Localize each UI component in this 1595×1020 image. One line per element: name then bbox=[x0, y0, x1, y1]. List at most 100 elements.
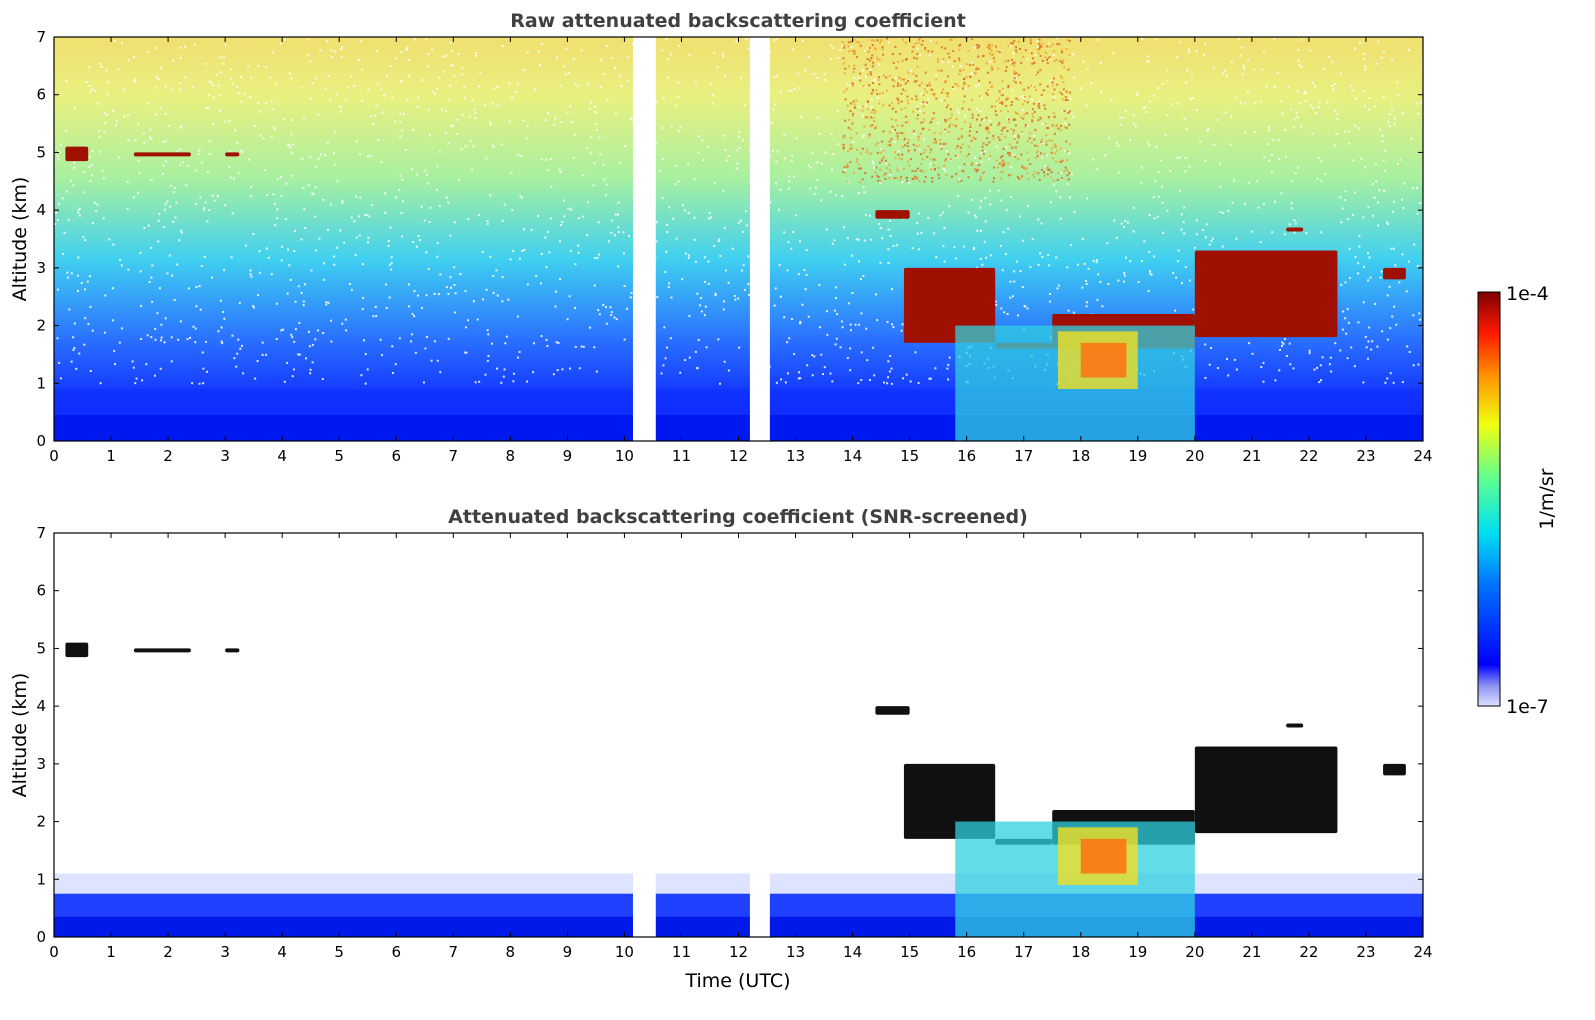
noise-speckle-warm bbox=[900, 92, 903, 95]
noise-speckle bbox=[666, 76, 669, 79]
noise-speckle bbox=[1297, 166, 1300, 169]
noise-speckle bbox=[945, 150, 948, 153]
noise-speckle bbox=[864, 75, 867, 78]
noise-speckle bbox=[1383, 149, 1386, 152]
noise-speckle bbox=[201, 351, 204, 354]
noise-speckle bbox=[613, 234, 616, 237]
noise-speckle bbox=[1195, 50, 1198, 53]
noise-speckle-warm bbox=[985, 62, 988, 65]
noise-speckle bbox=[1362, 89, 1365, 92]
noise-speckle bbox=[737, 221, 740, 224]
noise-speckle bbox=[655, 100, 658, 103]
noise-speckle bbox=[429, 134, 432, 137]
noise-speckle-warm bbox=[899, 178, 902, 181]
noise-speckle bbox=[1371, 183, 1374, 186]
noise-speckle-warm bbox=[922, 127, 925, 130]
noise-speckle bbox=[548, 251, 551, 254]
noise-speckle bbox=[322, 332, 325, 335]
noise-speckle bbox=[1288, 223, 1291, 226]
noise-speckle-warm bbox=[947, 92, 950, 95]
noise-speckle bbox=[602, 163, 605, 166]
noise-speckle bbox=[156, 312, 159, 315]
noise-speckle bbox=[384, 192, 387, 195]
noise-speckle bbox=[1368, 97, 1371, 100]
noise-speckle-warm bbox=[891, 78, 894, 81]
noise-speckle-warm bbox=[879, 180, 882, 183]
noise-speckle-warm bbox=[873, 39, 876, 42]
noise-speckle bbox=[554, 305, 557, 308]
noise-speckle bbox=[504, 342, 507, 345]
noise-speckle bbox=[1037, 263, 1040, 266]
noise-speckle-warm bbox=[936, 58, 939, 61]
noise-speckle-warm bbox=[962, 68, 965, 71]
noise-speckle bbox=[266, 193, 269, 196]
noise-speckle bbox=[727, 155, 730, 158]
noise-speckle-warm bbox=[957, 85, 960, 88]
noise-speckle bbox=[878, 223, 881, 226]
noise-speckle-warm bbox=[898, 157, 901, 160]
noise-speckle-warm bbox=[970, 37, 973, 40]
noise-speckle bbox=[448, 98, 451, 101]
y-tick-label: 6 bbox=[36, 582, 46, 600]
noise-speckle bbox=[727, 369, 730, 372]
noise-speckle bbox=[835, 286, 838, 289]
noise-speckle bbox=[1001, 269, 1004, 272]
noise-speckle-warm bbox=[1020, 61, 1023, 64]
noise-speckle bbox=[1009, 280, 1012, 283]
noise-speckle-warm bbox=[882, 92, 885, 95]
noise-speckle-warm bbox=[995, 100, 998, 103]
noise-speckle bbox=[1283, 338, 1286, 341]
noise-speckle-warm bbox=[961, 107, 964, 110]
noise-speckle bbox=[1393, 200, 1396, 203]
noise-speckle bbox=[249, 273, 252, 276]
noise-speckle bbox=[341, 199, 344, 202]
noise-speckle bbox=[459, 273, 462, 276]
noise-speckle bbox=[148, 280, 151, 283]
noise-speckle-warm bbox=[986, 137, 989, 140]
noise-speckle bbox=[311, 361, 314, 364]
noise-speckle-warm bbox=[1053, 143, 1056, 146]
noise-speckle-warm bbox=[1053, 88, 1056, 91]
noise-speckle bbox=[1068, 152, 1071, 155]
noise-speckle bbox=[304, 227, 307, 230]
noise-speckle bbox=[1079, 87, 1082, 90]
noise-speckle-warm bbox=[1059, 91, 1062, 94]
x-tick-label: 21 bbox=[1242, 447, 1261, 465]
noise-speckle-warm bbox=[922, 152, 925, 155]
noise-speckle bbox=[737, 297, 740, 300]
noise-speckle bbox=[138, 172, 141, 175]
noise-speckle bbox=[574, 346, 577, 349]
noise-speckle-warm bbox=[1006, 130, 1009, 133]
noise-speckle bbox=[162, 226, 165, 229]
noise-speckle-warm bbox=[960, 136, 963, 139]
noise-speckle-warm bbox=[931, 89, 934, 92]
noise-speckle bbox=[577, 244, 580, 247]
noise-speckle bbox=[901, 323, 904, 326]
noise-speckle bbox=[891, 323, 894, 326]
noise-speckle bbox=[1246, 91, 1249, 94]
noise-speckle bbox=[280, 245, 283, 248]
noise-speckle bbox=[870, 98, 873, 101]
noise-speckle bbox=[127, 139, 130, 142]
noise-speckle-warm bbox=[889, 144, 892, 147]
noise-speckle bbox=[984, 196, 987, 199]
noise-speckle-warm bbox=[867, 51, 870, 54]
noise-speckle bbox=[170, 88, 173, 91]
noise-speckle bbox=[1233, 358, 1236, 361]
noise-speckle bbox=[94, 89, 97, 92]
noise-speckle-warm bbox=[935, 41, 938, 44]
noise-speckle bbox=[1261, 68, 1264, 71]
noise-speckle-warm bbox=[876, 151, 879, 154]
noise-speckle-warm bbox=[1059, 124, 1062, 127]
noise-speckle-warm bbox=[1067, 178, 1070, 181]
noise-speckle-warm bbox=[962, 87, 965, 90]
noise-speckle bbox=[1388, 285, 1391, 288]
noise-speckle bbox=[1273, 37, 1276, 40]
x-tick-label: 2 bbox=[163, 943, 173, 961]
noise-speckle bbox=[572, 57, 575, 60]
noise-speckle bbox=[774, 287, 777, 290]
cloud-layer bbox=[875, 706, 910, 715]
noise-speckle bbox=[607, 240, 610, 243]
noise-speckle bbox=[291, 375, 294, 378]
noise-speckle bbox=[187, 287, 190, 290]
